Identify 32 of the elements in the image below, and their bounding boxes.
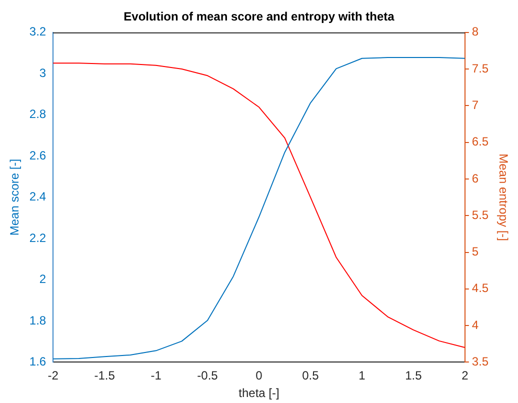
y2-tick-label: 7: [472, 98, 479, 112]
y2-tick-label: 4: [472, 318, 479, 332]
y-tick-label: 1.6: [29, 354, 46, 369]
y2-tick-label: 5.5: [472, 208, 489, 222]
x-tick-label: 0.5: [302, 368, 320, 383]
y-tick-label: 2.4: [29, 190, 46, 204]
x-tick-label: 0: [256, 368, 263, 383]
y-tick-label: 2: [39, 272, 46, 286]
x-tick-label: 1.5: [405, 368, 422, 383]
x-tick-label: -1.5: [94, 368, 116, 383]
y-axis-title: Mean score [-]: [8, 158, 22, 236]
x-axis-title: theta [-]: [238, 386, 280, 400]
x-tick-label: -0.5: [197, 368, 218, 383]
y2-tick-label: 8: [472, 24, 479, 39]
x-tick-label: -2: [48, 368, 59, 383]
y-tick-label: 3: [39, 66, 46, 80]
y-tick-label: 2.8: [29, 107, 46, 122]
y2-axis-title: Mean entropy [-]: [496, 154, 510, 241]
y2-tick-label: 4.5: [472, 281, 489, 296]
y-tick-label: 1.8: [29, 313, 46, 328]
x-tick-label: 1: [358, 368, 366, 383]
y2-tick-label: 5: [472, 244, 479, 259]
x-tick-label: -1: [150, 368, 162, 383]
y-tick-label: 2.2: [29, 230, 46, 245]
y-tick-label: 3.2: [29, 24, 46, 39]
y2-tick-label: 7.5: [472, 61, 489, 76]
y2-tick-label: 6.5: [472, 134, 489, 149]
y2-tick-label: 3.5: [472, 354, 489, 369]
x-tick-label: 2: [462, 368, 469, 383]
chart-title: Evolution of mean score and entropy with theta: [124, 10, 395, 24]
y2-tick-label: 6: [472, 171, 479, 186]
y-tick-label: 2.6: [29, 148, 46, 162]
